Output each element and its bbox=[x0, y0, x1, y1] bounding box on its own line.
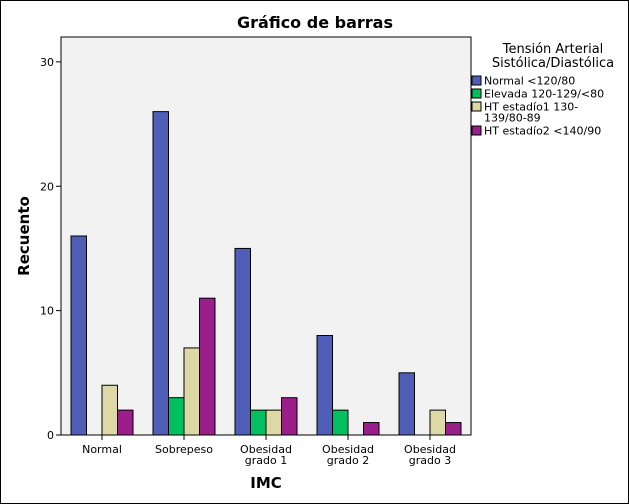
legend-entry: Elevada 120-129/<80 bbox=[484, 88, 604, 101]
x-tick-label-line: grado 2 bbox=[327, 454, 369, 467]
bar bbox=[101, 384, 118, 436]
legend-entry: HT estadío1 130-139/80-89 bbox=[484, 101, 578, 125]
bar bbox=[332, 409, 349, 436]
bar bbox=[183, 347, 200, 436]
bar bbox=[281, 397, 298, 436]
legend-entry-line: HT estadío1 130- bbox=[484, 101, 578, 114]
legend-entry-line: HT estadío2 <140/90 bbox=[484, 125, 601, 138]
x-tick-label: Obesidad grado 1 bbox=[240, 443, 292, 467]
bar bbox=[152, 111, 169, 436]
legend-swatch bbox=[471, 88, 482, 99]
legend-swatch bbox=[471, 75, 482, 86]
bar bbox=[70, 235, 87, 436]
bar bbox=[265, 409, 282, 436]
bar bbox=[316, 335, 333, 436]
legend-entry: Normal <120/80 bbox=[484, 75, 575, 88]
bar bbox=[363, 422, 380, 436]
y-axis: 0 10 20 30 bbox=[40, 56, 61, 442]
legend-title-line: Sistólica/Diastólica bbox=[492, 56, 614, 71]
legend-entry: HT estadío2 <140/90 bbox=[484, 125, 601, 138]
legend-title: Tensión Arterial Sistólica/Diastólica bbox=[492, 42, 614, 71]
bar bbox=[250, 409, 267, 436]
y-tick-label: 0 bbox=[47, 429, 54, 442]
x-tick-label: Sobrepeso bbox=[155, 443, 213, 456]
x-tick-label-line: Sobrepeso bbox=[155, 443, 213, 456]
x-tick-label: Obesidad grado 2 bbox=[322, 443, 374, 467]
legend-swatch bbox=[471, 125, 482, 136]
x-axis-label: IMC bbox=[250, 474, 282, 492]
y-tick-label: 10 bbox=[40, 305, 54, 318]
plot-area bbox=[60, 36, 472, 436]
legend-entry-line: Normal <120/80 bbox=[484, 75, 575, 88]
y-tick-label: 20 bbox=[40, 180, 54, 193]
legend: Tensión Arterial Sistólica/Diastólica Norm… bbox=[471, 42, 614, 138]
x-tick-label: Normal bbox=[82, 443, 122, 456]
x-tick-label-line: grado 3 bbox=[409, 454, 451, 467]
x-tick-label-line: Normal bbox=[82, 443, 122, 456]
bar bbox=[117, 409, 134, 436]
x-tick-label-line: Obesidad bbox=[322, 443, 374, 456]
bar bbox=[445, 422, 462, 436]
x-tick-label-line: Obesidad bbox=[404, 443, 456, 456]
legend-entry-line: Elevada 120-129/<80 bbox=[484, 88, 604, 101]
bar bbox=[429, 409, 446, 436]
bar bbox=[398, 372, 415, 436]
legend-swatch bbox=[471, 101, 482, 112]
x-tick-label: Obesidad grado 3 bbox=[404, 443, 456, 467]
legend-entry-line: 139/80-89 bbox=[484, 112, 541, 125]
x-tick-label-line: grado 1 bbox=[245, 454, 287, 467]
y-axis-label: Recuento bbox=[15, 196, 33, 276]
bar bbox=[234, 247, 251, 436]
y-tick-label: 30 bbox=[40, 56, 54, 69]
chart-title: Gráfico de barras bbox=[237, 13, 393, 32]
bars-group bbox=[70, 111, 462, 436]
bar bbox=[199, 297, 216, 436]
bar bbox=[168, 397, 185, 436]
legend-title-line: Tensión Arterial bbox=[502, 42, 604, 57]
x-tick-label-line: Obesidad bbox=[240, 443, 292, 456]
